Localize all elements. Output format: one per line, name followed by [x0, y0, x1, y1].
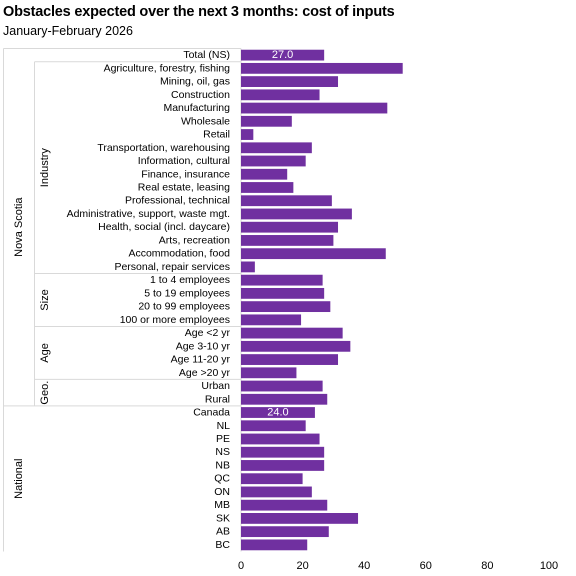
x-tick-label: 20	[296, 560, 308, 572]
bar	[241, 76, 339, 87]
category-label: BC	[215, 539, 230, 551]
bar	[241, 195, 332, 207]
category-label: 100 or more employees	[120, 314, 230, 326]
category-label: NL	[217, 420, 231, 432]
bar	[241, 380, 323, 392]
bar	[241, 129, 254, 140]
category-label: Finance, insurance	[141, 168, 230, 180]
bar	[241, 142, 312, 154]
bar	[241, 354, 339, 365]
bars	[241, 49, 403, 551]
bar	[241, 486, 312, 498]
chart-subtitle: January-February 2026	[3, 24, 133, 38]
group-label-nova-scotia: Nova Scotia	[13, 197, 25, 257]
category-label: PE	[216, 433, 230, 445]
bar	[241, 49, 325, 61]
category-label: Accommodation, food	[128, 248, 230, 260]
group-label-size: Size	[39, 289, 51, 310]
category-label: NS	[215, 446, 230, 458]
x-tick-label: 60	[420, 560, 432, 572]
bar	[241, 261, 255, 273]
bar	[241, 62, 403, 74]
bar	[241, 446, 325, 458]
bar	[241, 473, 303, 485]
category-label: Professional, technical	[125, 195, 230, 207]
bar	[241, 340, 351, 352]
bar	[241, 89, 320, 101]
category-label: ON	[214, 486, 230, 498]
data-labels: 27.0 24.0	[267, 49, 293, 418]
category-label: Age 3-10 yr	[176, 340, 231, 352]
group-label-geo: Geo.	[39, 381, 51, 405]
category-label: Health, social (incl. daycare)	[98, 221, 230, 233]
category-label: 20 to 99 employees	[138, 301, 230, 313]
bar	[241, 539, 308, 551]
bar	[241, 301, 331, 313]
category-label: Construction	[171, 89, 230, 101]
bar	[241, 102, 388, 114]
x-tick-label: 40	[358, 560, 370, 572]
category-label: Age <2 yr	[185, 327, 231, 339]
bar	[241, 115, 292, 127]
category-label: 1 to 4 employees	[150, 274, 230, 286]
x-axis-ticks: 0 20 40 60 80 100	[238, 560, 558, 572]
category-label: Canada	[193, 407, 230, 419]
category-label: QC	[214, 473, 230, 485]
category-label: Transportation, warehousing	[97, 142, 230, 154]
category-label: AB	[216, 526, 230, 538]
bar	[241, 314, 302, 326]
bar	[241, 208, 352, 220]
category-label: Urban	[201, 380, 230, 392]
x-tick-label: 80	[481, 560, 493, 572]
group-label-age: Age	[39, 343, 51, 363]
category-label: SK	[216, 512, 230, 524]
bar	[241, 287, 325, 299]
bar	[241, 248, 386, 260]
chart-title: Obstacles expected over the next 3 month…	[3, 4, 395, 20]
category-label: Rural	[205, 393, 230, 405]
bar	[241, 460, 325, 471]
bar	[241, 420, 306, 432]
category-label: Age 11-20 yr	[171, 354, 231, 366]
category-label: Agriculture, forestry, fishing	[104, 62, 231, 74]
category-label: Manufacturing	[163, 102, 230, 114]
category-label: Information, cultural	[138, 155, 230, 167]
bar	[241, 433, 320, 445]
bar	[241, 221, 339, 233]
category-labels: Total (NS)Agriculture, forestry, fishing…	[67, 49, 231, 551]
category-label: Total (NS)	[183, 49, 230, 61]
data-label: 24.0	[267, 407, 288, 419]
category-label: Mining, oil, gas	[160, 76, 230, 88]
category-groups: Nova Scotia National Industry Size Age Geo.	[13, 148, 51, 499]
data-label: 27.0	[272, 49, 293, 61]
bar	[241, 274, 323, 286]
category-label: Administrative, support, waste mgt.	[67, 208, 230, 220]
bar	[241, 155, 306, 167]
bar	[241, 407, 315, 418]
category-label: Age >20 yr	[179, 367, 231, 379]
bar	[241, 499, 328, 511]
category-label: Personal, repair services	[114, 261, 230, 273]
group-label-industry: Industry	[39, 148, 51, 188]
bar	[241, 327, 343, 339]
category-label: Wholesale	[181, 115, 230, 127]
bar	[241, 526, 329, 538]
category-label: Retail	[203, 129, 230, 141]
category-label: MB	[214, 499, 230, 511]
x-tick-label: 0	[238, 560, 244, 572]
bar	[241, 367, 297, 379]
bar	[241, 513, 359, 524]
bar	[241, 182, 294, 193]
bar	[241, 235, 334, 246]
category-label: Real estate, leasing	[138, 181, 230, 193]
category-label: NB	[215, 459, 230, 471]
group-label-national: National	[13, 459, 25, 499]
bar	[241, 393, 328, 405]
category-label: Arts, recreation	[159, 234, 230, 246]
x-tick-label: 100	[540, 560, 558, 572]
category-label: 5 to 19 employees	[144, 287, 230, 299]
bar	[241, 168, 288, 180]
